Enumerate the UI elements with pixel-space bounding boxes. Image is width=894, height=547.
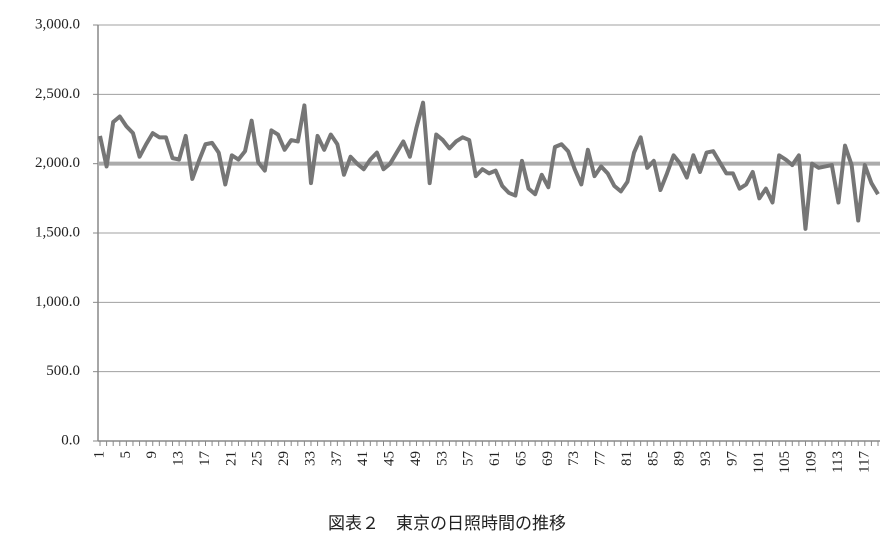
y-tick-label: 1,000.0 [35, 294, 80, 310]
x-tick-label: 105 [777, 451, 793, 474]
x-tick-label: 53 [434, 451, 450, 466]
x-tick-label: 61 [487, 451, 503, 466]
x-tick-label: 29 [276, 451, 292, 466]
x-tick-label: 89 [672, 451, 688, 466]
x-tick-label: 101 [751, 451, 767, 474]
x-tick-label: 69 [540, 451, 556, 466]
x-tick-label: 1 [91, 451, 107, 459]
x-tick-label: 17 [197, 451, 213, 467]
y-tick-label: 3,000.0 [35, 16, 80, 32]
x-tick-label: 109 [804, 451, 820, 474]
chart-caption: 図表２ 東京の日照時間の推移 [328, 514, 566, 534]
x-tick-label: 57 [461, 451, 477, 467]
y-tick-label: 1,500.0 [35, 224, 80, 240]
x-tick-label: 113 [830, 451, 846, 473]
x-tick-label: 25 [250, 451, 266, 466]
x-tick-label: 77 [593, 451, 609, 467]
x-tick-label: 65 [513, 451, 529, 466]
x-tick-label: 85 [645, 451, 661, 466]
x-tick-label: 13 [171, 451, 187, 466]
y-tick-label: 2,500.0 [35, 86, 80, 102]
x-tick-label: 37 [329, 451, 345, 467]
x-tick-label: 49 [408, 451, 424, 466]
x-tick-label: 73 [566, 451, 582, 466]
x-tick-label: 5 [118, 451, 134, 459]
y-tick-label: 2,000.0 [35, 155, 80, 171]
x-tick-label: 117 [856, 451, 872, 473]
x-tick-label: 81 [619, 451, 635, 466]
y-tick-label: 500.0 [46, 363, 80, 379]
x-tick-label: 9 [144, 451, 160, 459]
x-tick-label: 93 [698, 451, 714, 466]
x-tick-label: 45 [382, 451, 398, 466]
x-tick-label: 33 [302, 451, 318, 466]
x-tick-label: 41 [355, 451, 371, 466]
x-tick-label: 97 [724, 451, 740, 467]
x-tick-label: 21 [223, 451, 239, 466]
data-line [98, 100, 880, 231]
y-tick-label: 0.0 [61, 432, 80, 448]
